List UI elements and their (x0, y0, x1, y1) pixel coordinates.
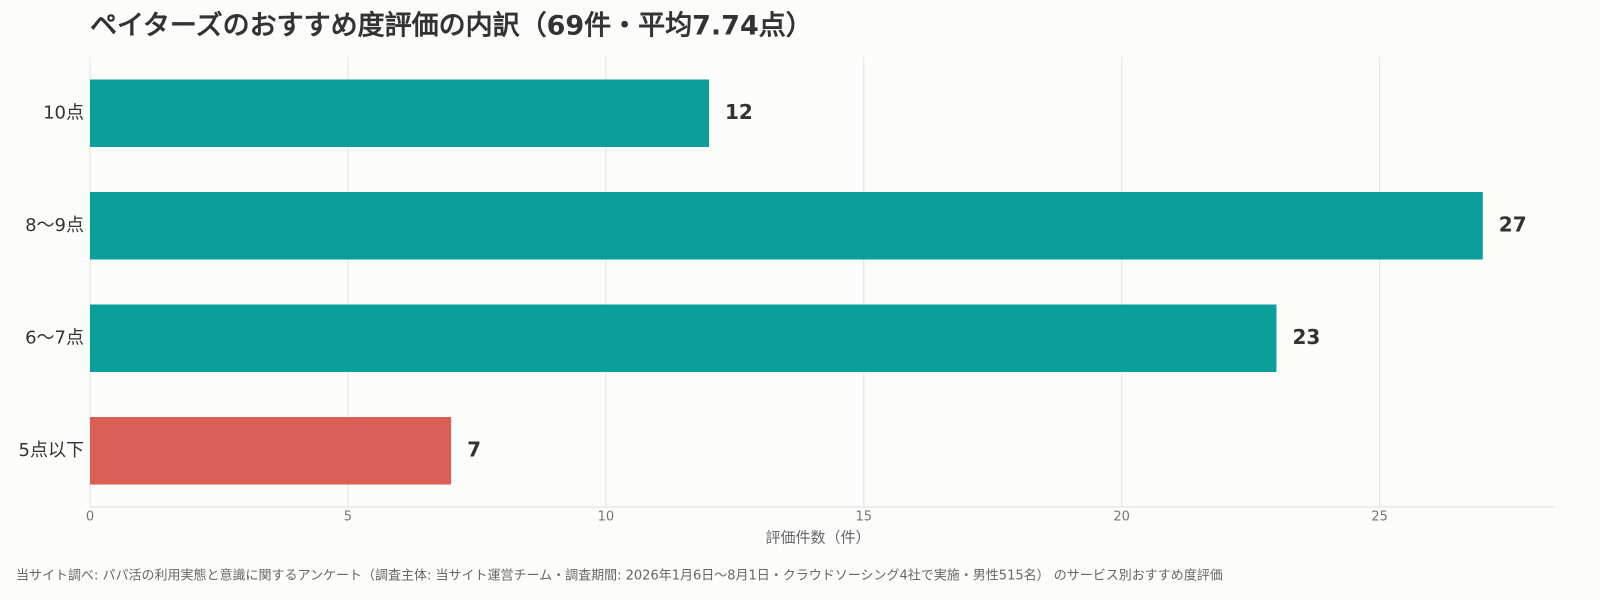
x-tick-label: 15 (855, 510, 872, 525)
x-axis-label: 評価件数（件） (765, 529, 870, 547)
bar (90, 304, 1277, 372)
x-tick-label: 20 (1113, 510, 1130, 525)
y-tick-label: 8〜9点 (25, 215, 84, 236)
x-tick-label: 0 (86, 510, 94, 525)
footnote: 当サイト調べ: パパ活の利用実態と意識に関するアンケート（調査主体: 当サイト運… (16, 568, 1223, 584)
y-tick-label: 10点 (43, 102, 84, 123)
value-label: 7 (467, 437, 481, 461)
x-tick-label: 25 (1371, 510, 1388, 525)
value-label: 23 (1292, 325, 1320, 349)
value-label: 27 (1499, 212, 1527, 236)
bar (90, 79, 710, 147)
bar (90, 417, 452, 485)
chart-title: ペイターズのおすすめ度評価の内訳（69件・平均7.74点） (90, 10, 813, 42)
y-tick-label: 5点以下 (19, 440, 84, 461)
value-label: 12 (725, 100, 753, 124)
bar (90, 192, 1483, 260)
y-tick-label: 6〜7点 (25, 327, 84, 348)
x-tick-label: 5 (344, 510, 352, 525)
x-tick-label: 10 (598, 510, 615, 525)
